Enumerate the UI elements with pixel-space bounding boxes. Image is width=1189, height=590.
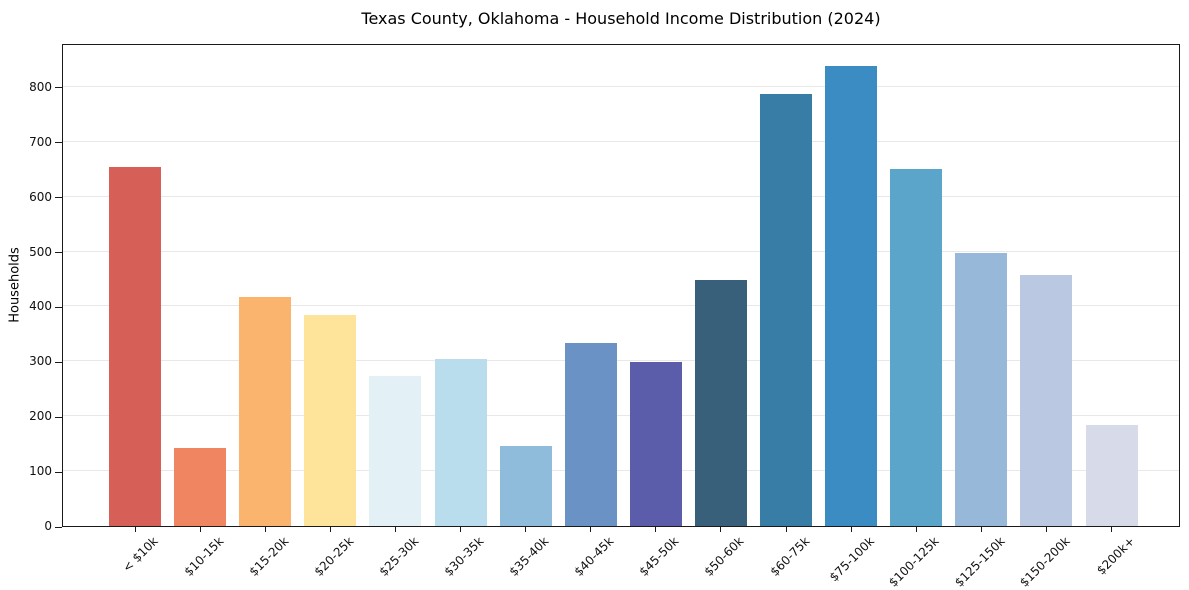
y-tick-mark xyxy=(55,252,62,254)
y-tick-mark xyxy=(55,142,62,144)
x-tick-label: $100-125k xyxy=(886,534,943,590)
y-tick-label: 400 xyxy=(29,299,52,314)
x-tick-label: $45-50k xyxy=(636,534,682,579)
bar xyxy=(564,343,617,526)
bar xyxy=(955,252,1008,526)
x-tick-label: $50-60k xyxy=(701,534,747,579)
x-tick-label: $75-100k xyxy=(826,534,878,585)
y-tick-label: 200 xyxy=(29,409,52,424)
bar xyxy=(369,375,422,526)
x-tick-label: $10-15k xyxy=(181,534,227,579)
x-tick-mark xyxy=(264,527,266,532)
bar xyxy=(239,296,292,526)
x-tick-label: $25-30k xyxy=(376,534,422,579)
y-tick-label: 0 xyxy=(44,519,52,533)
x-tick-label: $150-200k xyxy=(1016,534,1073,590)
x-tick-label: $200k+ xyxy=(1093,534,1138,578)
y-tick-label: 800 xyxy=(29,79,52,94)
x-tick-mark xyxy=(720,527,722,532)
gridline xyxy=(63,85,1179,87)
bar xyxy=(434,358,487,526)
x-tick-label: < $10k xyxy=(120,534,161,575)
y-tick-mark xyxy=(55,526,62,528)
bar xyxy=(694,279,747,526)
y-tick-label: 500 xyxy=(29,244,52,259)
gridline xyxy=(63,305,1179,307)
x-tick-mark xyxy=(980,527,982,532)
y-tick-label: 100 xyxy=(29,464,52,479)
x-tick-mark xyxy=(525,527,527,532)
bar xyxy=(890,168,943,526)
y-tick-label: 600 xyxy=(29,189,52,204)
x-tick-label: $60-75k xyxy=(767,534,812,579)
plot-area xyxy=(62,44,1180,527)
y-tick-mark xyxy=(55,87,62,89)
y-tick-mark xyxy=(55,197,62,199)
bar xyxy=(1085,425,1138,526)
bar xyxy=(629,362,682,526)
chart-title: Texas County, Oklahoma - Household Incom… xyxy=(361,9,881,28)
x-tick-mark xyxy=(199,527,201,532)
bar xyxy=(499,446,552,526)
gridline xyxy=(63,470,1179,472)
y-tick-mark xyxy=(55,361,62,363)
bar xyxy=(760,93,812,526)
bar xyxy=(174,448,227,526)
y-tick-mark xyxy=(55,306,62,308)
y-tick-label: 300 xyxy=(29,354,52,369)
gridline xyxy=(63,415,1179,417)
bar xyxy=(825,66,878,526)
x-tick-mark xyxy=(655,527,657,532)
x-tick-mark xyxy=(590,527,592,532)
x-tick-mark xyxy=(134,527,136,532)
y-tick-label: 700 xyxy=(29,134,52,149)
gridline xyxy=(63,250,1179,252)
x-tick-label: $15-20k xyxy=(246,534,292,579)
x-tick-mark xyxy=(460,527,461,532)
x-tick-label: $30-35k xyxy=(441,534,487,579)
gridline xyxy=(63,360,1179,362)
x-tick-label: $20-25k xyxy=(311,534,357,579)
x-tick-mark xyxy=(915,527,917,532)
x-tick-mark xyxy=(850,527,852,532)
gridline xyxy=(63,195,1179,197)
x-tick-label: $40-45k xyxy=(571,534,617,579)
y-tick-mark xyxy=(55,471,62,473)
x-tick-mark xyxy=(1045,527,1047,532)
x-tick-mark xyxy=(785,527,787,532)
x-tick-label: $125-150k xyxy=(951,534,1008,590)
x-tick-mark xyxy=(329,527,331,532)
bar xyxy=(304,314,357,526)
x-tick-label: $35-40k xyxy=(506,534,552,579)
bar xyxy=(1020,275,1073,526)
gridline xyxy=(63,140,1179,142)
x-tick-mark xyxy=(394,527,396,532)
x-tick-mark xyxy=(1111,527,1112,532)
bar xyxy=(109,166,161,526)
y-tick-mark xyxy=(55,416,62,418)
